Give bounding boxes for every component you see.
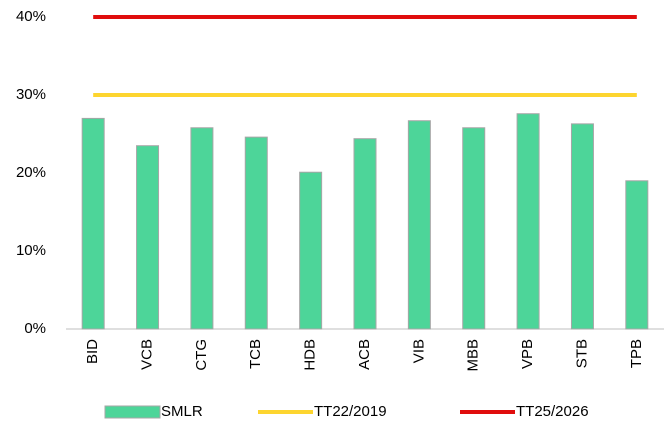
bar <box>625 180 649 330</box>
legend-label: TT25/2026 <box>516 403 589 420</box>
x-tick-label: TCB <box>247 339 264 369</box>
x-tick-label: VIB <box>410 339 427 363</box>
y-tick-label: 10% <box>16 242 46 259</box>
x-tick-label: HDB <box>302 339 319 371</box>
bar <box>136 145 160 330</box>
x-tick-label: STB <box>573 339 590 368</box>
x-tick-label: CTG <box>193 339 210 371</box>
bar <box>407 120 431 330</box>
bar <box>190 127 214 330</box>
x-tick-label: TPB <box>628 339 645 368</box>
bar <box>353 138 377 330</box>
legend-swatch <box>104 405 161 419</box>
x-tick-label: VCB <box>139 339 156 370</box>
x-tick-label: BID <box>84 339 101 364</box>
bar <box>244 136 268 330</box>
y-tick-label: 30% <box>16 86 46 103</box>
y-tick-label: 0% <box>24 320 46 337</box>
bar <box>570 123 594 330</box>
bar <box>299 171 323 330</box>
x-tick-label: MBB <box>465 339 482 372</box>
y-tick-label: 20% <box>16 164 46 181</box>
y-tick-label: 40% <box>16 8 46 25</box>
bar <box>81 117 105 330</box>
legend-label: TT22/2019 <box>314 403 387 420</box>
legend-label: SMLR <box>161 403 203 420</box>
bar <box>462 127 486 330</box>
x-tick-label: ACB <box>356 339 373 370</box>
bar <box>516 113 540 330</box>
x-tick-label: VPB <box>519 339 536 369</box>
